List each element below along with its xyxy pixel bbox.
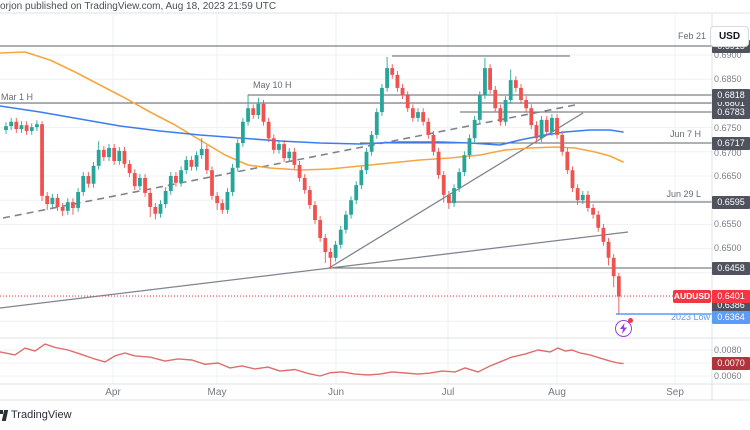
tradingview-mark-icon [0,409,9,421]
month-label[interactable]: Apr [105,387,121,398]
flash-icon[interactable] [615,318,633,337]
price-tick-label: 0.6750 [714,122,742,133]
price-tick-label: 0.6900 [714,49,742,60]
notification-dot [628,318,633,323]
month-label[interactable]: Jul [441,387,455,398]
month-label[interactable]: Sep [666,387,684,398]
price-tick-label: 0.0060 [714,370,742,381]
month-label[interactable]: May [207,387,227,398]
price-axis-label: 0.0070 [712,356,750,370]
lightning-bolt-icon [620,323,627,334]
price-axis-label: 0.6458 [712,261,750,275]
price-axis-label: 0.6595 [712,195,750,209]
attribution-text: orjon published on TradingView.com, Aug … [0,1,277,12]
price-tick-label: 0.0080 [714,344,742,355]
month-label[interactable]: Aug [548,387,566,398]
price-tick-label: 0.6700 [714,147,742,158]
price-tick-label: 0.6500 [714,242,742,253]
month-label[interactable]: Jun [327,387,345,398]
tradingview-logo[interactable]: TradingView [0,408,72,422]
price-axis-label: 0.6364 [712,310,750,324]
price-tick-label: 0.6850 [714,73,742,84]
price-tick-label: 0.6650 [714,170,742,181]
symbol-price-tag: AUDUSD [673,290,711,303]
currency-toggle-button[interactable]: USD [710,26,749,47]
price-axis-label: 0.6717 [712,136,750,150]
price-axis-label: 0.6818 [712,88,750,102]
price-tick-label: 0.6550 [714,218,742,229]
price-axis-label: 0.6401 [712,289,750,303]
price-axis-label: 0.6783 [712,105,750,119]
